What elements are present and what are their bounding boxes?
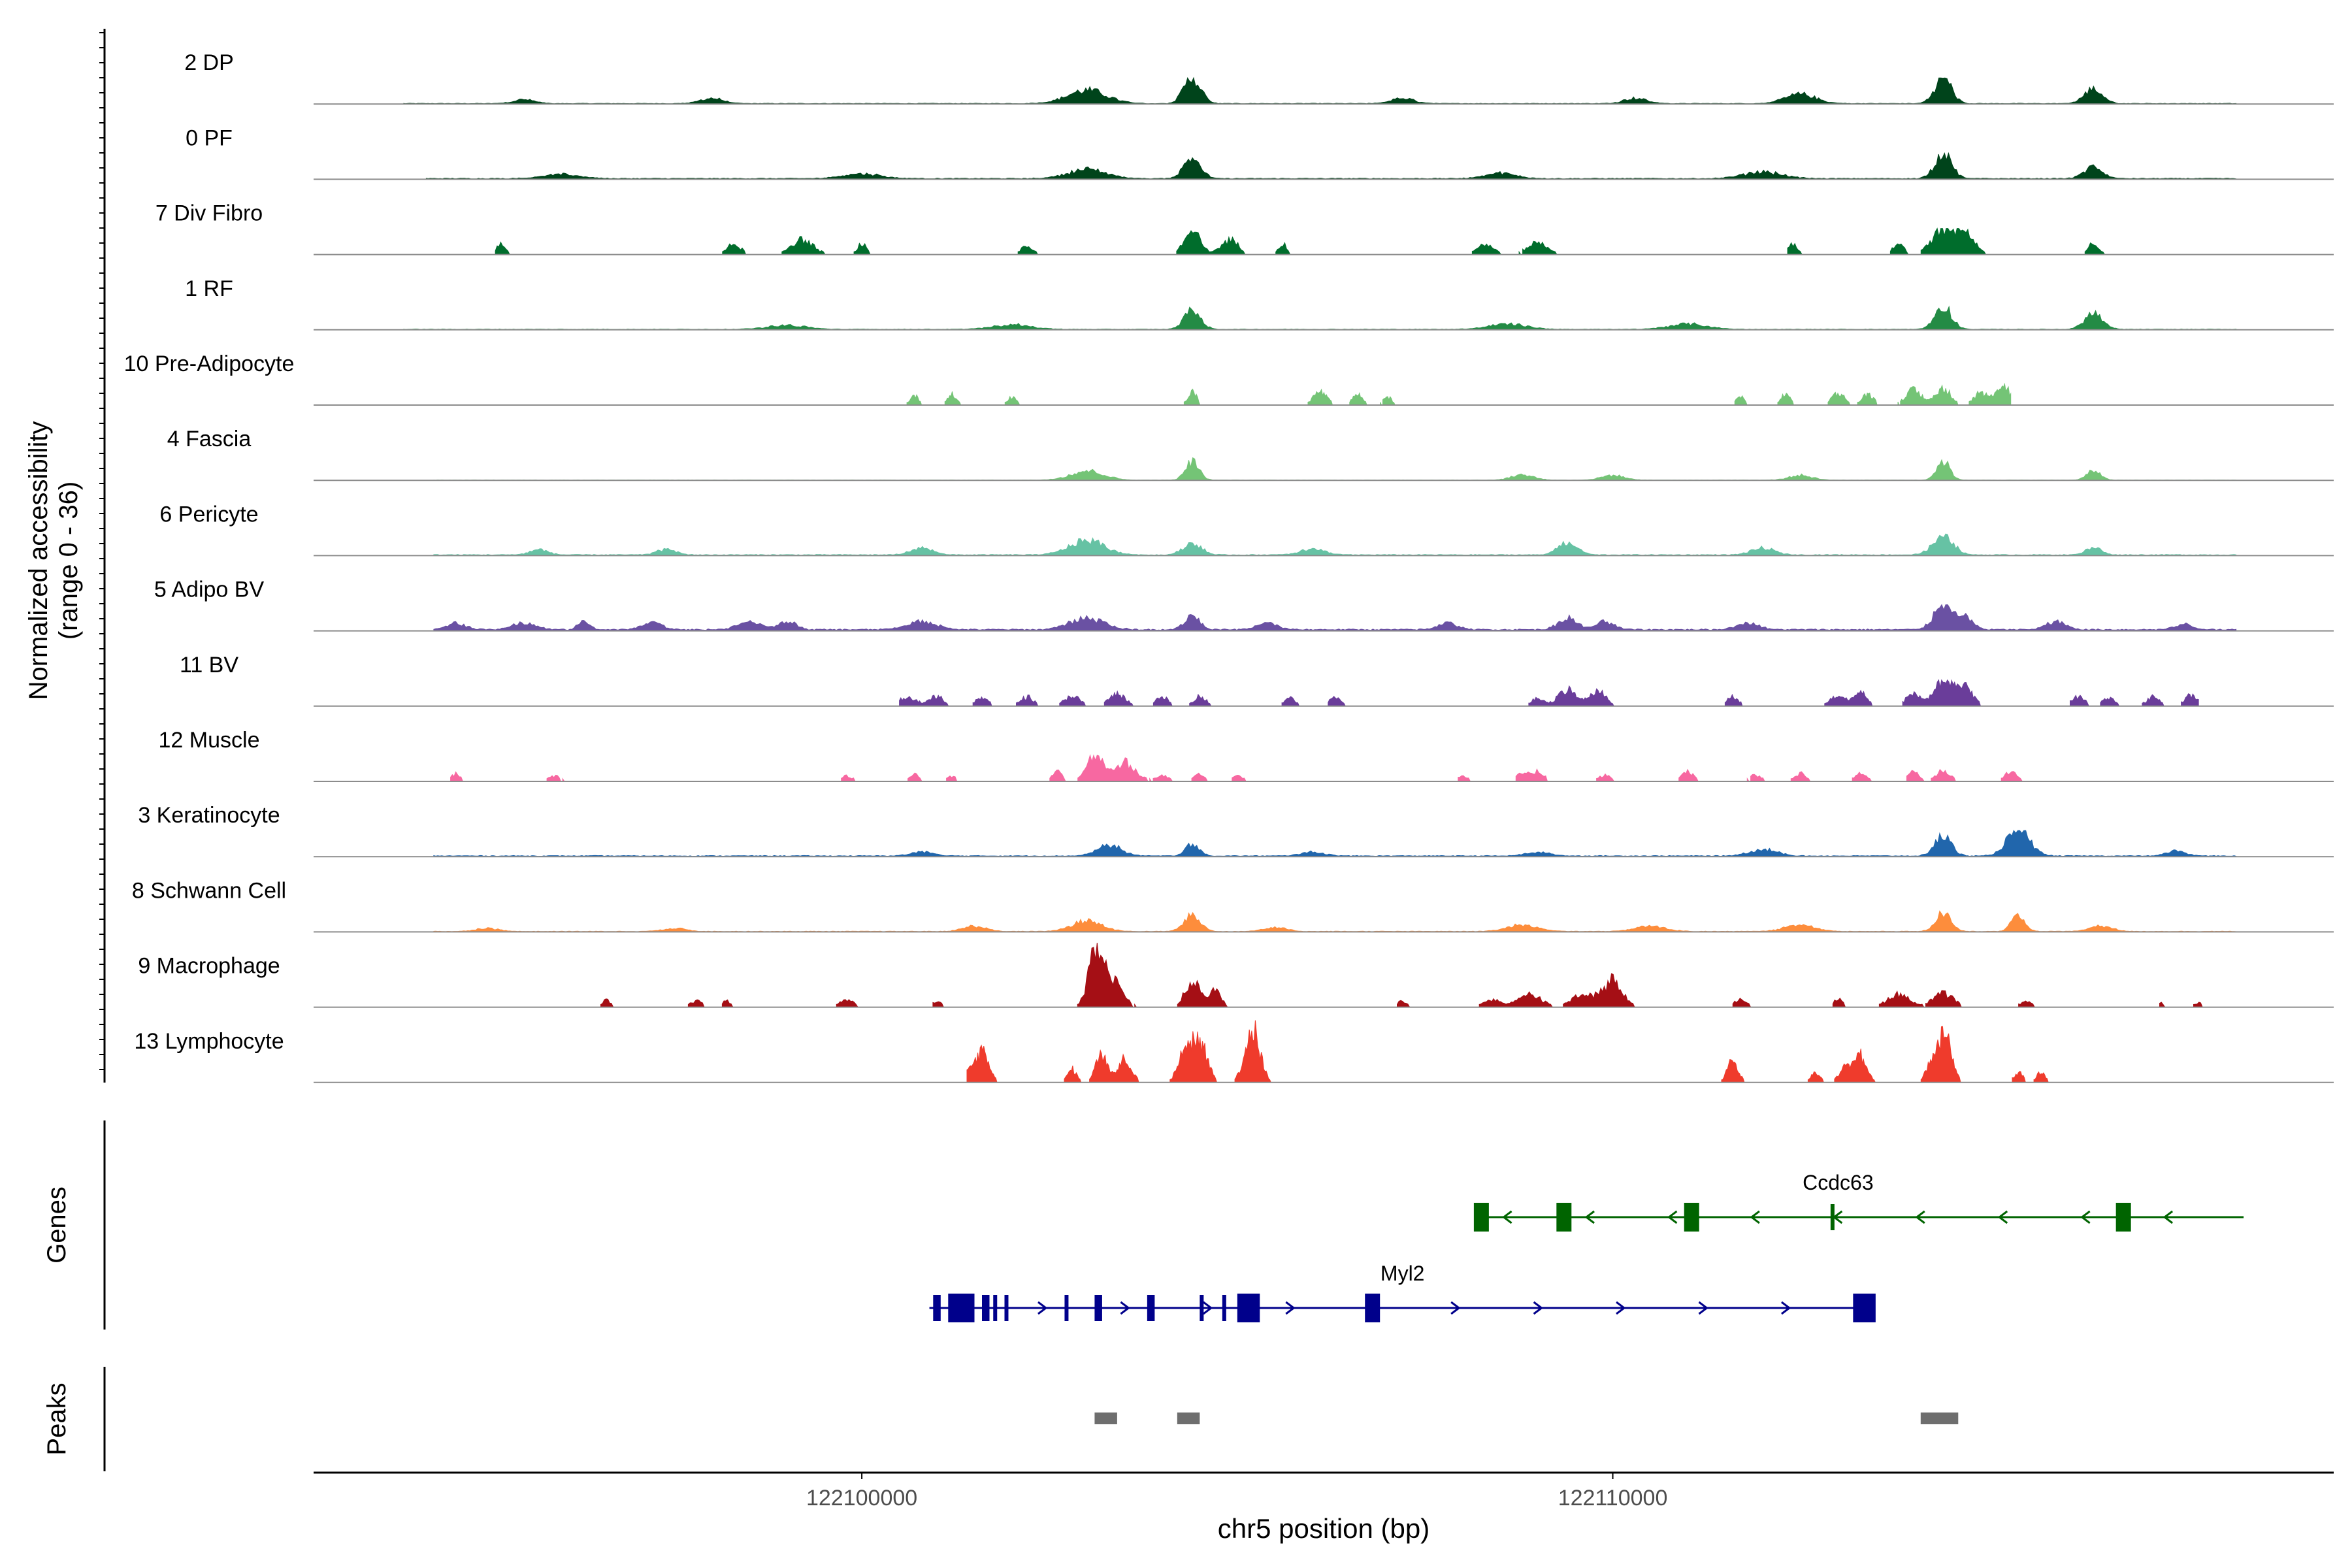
gene-exon <box>1684 1203 1699 1232</box>
gene-exon <box>1473 1203 1489 1232</box>
gene-myl2: Myl2 <box>929 1262 1876 1322</box>
coverage-area <box>433 457 2237 481</box>
x-tick-label: 122100000 <box>806 1486 917 1511</box>
gene-exon <box>1004 1295 1009 1321</box>
track-label: 3 Keratinocyte <box>138 803 280 828</box>
gene-exon <box>1556 1203 1572 1232</box>
track-label: 9 Macrophage <box>138 954 280 979</box>
peaks-label: Peaks <box>42 1382 71 1455</box>
track-9-macrophage: 9 Macrophage <box>138 943 2334 1008</box>
track-5-adipo-bv: 5 Adipo BV <box>154 578 2334 632</box>
strand-arrow <box>1781 1301 1791 1315</box>
strand-arrow <box>1450 1301 1461 1315</box>
strand-arrow <box>1120 1301 1130 1315</box>
coverage-area <box>433 533 2237 556</box>
track-8-schwann-cell: 8 Schwann Cell <box>132 878 2334 933</box>
strand-arrow <box>1616 1301 1626 1315</box>
gene-exon <box>1200 1295 1204 1321</box>
strand-arrow <box>1667 1210 1678 1224</box>
track-7-div-fibro: 7 Div Fibro <box>155 201 2334 255</box>
track-10-pre-adipocyte: 10 Pre-Adipocyte <box>124 351 2334 406</box>
gene-ccdc63: Ccdc63 <box>1473 1171 2244 1232</box>
track-label: 8 Schwann Cell <box>132 878 286 903</box>
coverage-area <box>433 830 2237 857</box>
gene-exon <box>993 1295 998 1321</box>
strand-arrow <box>1750 1210 1760 1224</box>
track-1-rf: 1 RF <box>185 276 2334 331</box>
track-label: 4 Fascia <box>167 427 252 451</box>
strand-arrow <box>1502 1210 1512 1224</box>
peaks-panel <box>1094 1413 1959 1424</box>
track-2-dp: 2 DP <box>184 50 2334 105</box>
strand-arrow <box>1202 1301 1213 1315</box>
track-12-muscle: 12 Muscle <box>159 728 2334 782</box>
genes-label: Genes <box>42 1186 71 1264</box>
track-label: 7 Div Fibro <box>155 201 263 226</box>
track-4-fascia: 4 Fascia <box>167 427 2334 482</box>
gene-exon <box>1365 1294 1380 1322</box>
gene-exon <box>1222 1295 1226 1321</box>
gene-exon <box>1094 1295 1102 1321</box>
strand-arrow <box>1997 1210 2008 1224</box>
coverage-area <box>600 943 2203 1008</box>
strand-arrow <box>2163 1210 2174 1224</box>
track-3-keratinocyte: 3 Keratinocyte <box>138 803 2334 858</box>
x-axis-label: chr5 position (bp) <box>1218 1513 1430 1544</box>
coverage-area <box>403 305 2237 331</box>
strand-arrow <box>1533 1301 1544 1315</box>
gene-exon <box>948 1294 975 1322</box>
coverage-area <box>403 76 2237 105</box>
strand-arrow <box>1915 1210 1925 1224</box>
gene-exon <box>2115 1203 2131 1232</box>
track-label: 13 Lymphocyte <box>134 1029 284 1054</box>
strand-arrow <box>1698 1301 1708 1315</box>
track-label: 1 RF <box>185 276 233 301</box>
y-axis-ticks <box>99 32 105 1070</box>
coverage-area <box>966 1020 2049 1083</box>
gene-annotation-panel: Ccdc63 Myl2 <box>929 1171 2244 1322</box>
gene-exon <box>1147 1295 1155 1321</box>
coverage-area <box>433 910 2237 932</box>
track-label: 10 Pre-Adipocyte <box>124 351 295 376</box>
track-label: 5 Adipo BV <box>154 578 265 602</box>
gene-exon <box>982 1295 990 1321</box>
coverage-tracks: 2 DP 0 PF 7 Div Fibro 1 RF 10 Pre-Adipocyte 4… <box>124 50 2334 1083</box>
gene-exon <box>1064 1295 1069 1321</box>
coverage-area <box>450 754 2023 782</box>
track-label: 11 BV <box>180 653 238 678</box>
strand-arrow <box>1584 1210 1595 1224</box>
coverage-area <box>425 152 2237 180</box>
gene-name-label: Myl2 <box>1380 1262 1425 1285</box>
strand-arrow <box>2080 1210 2091 1224</box>
strand-arrow <box>1037 1301 1048 1315</box>
x-axis-ticks: 122100000 122110000 <box>806 1473 1667 1511</box>
peak-region <box>1094 1413 1117 1424</box>
gene-exon <box>1853 1294 1876 1322</box>
track-label: 12 Muscle <box>159 728 260 753</box>
coverage-area <box>906 382 2012 406</box>
strand-arrow <box>1285 1301 1296 1315</box>
gene-exon <box>1830 1204 1835 1230</box>
peak-region <box>1920 1413 1959 1424</box>
track-11-bv: 11 BV <box>180 653 2334 707</box>
coverage-area <box>495 227 2106 255</box>
coverage-area <box>433 604 2237 632</box>
peak-region <box>1177 1413 1200 1424</box>
track-label: 6 Pericyte <box>159 502 258 527</box>
track-6-pericyte: 6 Pericyte <box>159 502 2334 557</box>
y-axis-label-line1: Normalized accessibility <box>24 421 53 700</box>
gene-exon <box>933 1295 941 1321</box>
coverage-area <box>899 679 2199 707</box>
track-13-lymphocyte: 13 Lymphocyte <box>134 1020 2334 1083</box>
track-label: 2 DP <box>184 50 234 75</box>
x-tick-label: 122110000 <box>1558 1486 1668 1511</box>
track-label: 0 PF <box>186 125 233 150</box>
gene-name-label: Ccdc63 <box>1803 1171 1874 1194</box>
track-0-pf: 0 PF <box>186 125 2334 180</box>
y-axis-label-line2: (range 0 - 36) <box>54 482 83 640</box>
gene-exon <box>1237 1294 1260 1322</box>
